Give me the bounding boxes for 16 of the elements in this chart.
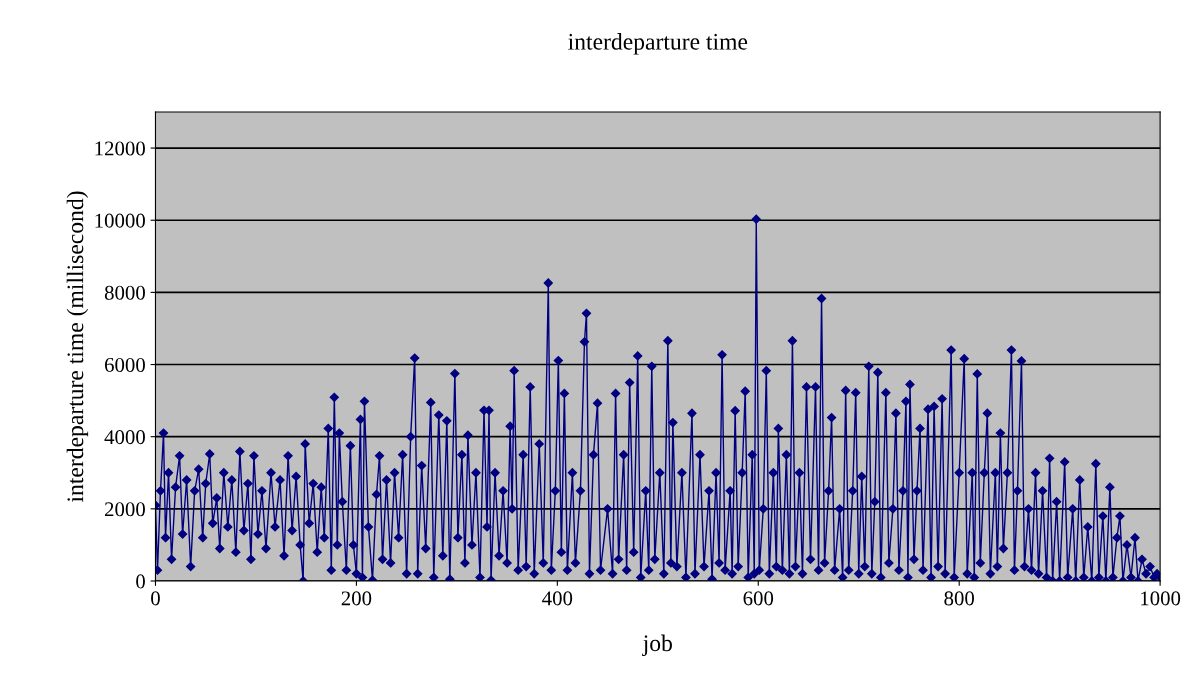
- y-tick-label: 8000: [104, 285, 145, 300]
- y-tick-label: 2000: [105, 502, 145, 517]
- x-tick-label: 0: [151, 591, 160, 606]
- x-tick-label: 400: [542, 591, 573, 606]
- y-axis-title: interdeparture time (millisecond): [66, 191, 89, 503]
- y-tick-label: 12000: [95, 141, 145, 156]
- chart-title: interdeparture time: [568, 33, 748, 55]
- y-tick-label: 6000: [104, 357, 145, 372]
- x-tick-label: 800: [944, 591, 975, 606]
- x-tick-label: 200: [341, 591, 372, 606]
- x-axis-title: job: [642, 634, 672, 657]
- y-tick-label: 4000: [104, 430, 145, 445]
- x-tick-label: 1000: [1141, 591, 1181, 606]
- x-tick-label: 600: [743, 591, 774, 606]
- y-tick-label: 0: [136, 574, 145, 589]
- y-tick-label: 10000: [95, 213, 145, 228]
